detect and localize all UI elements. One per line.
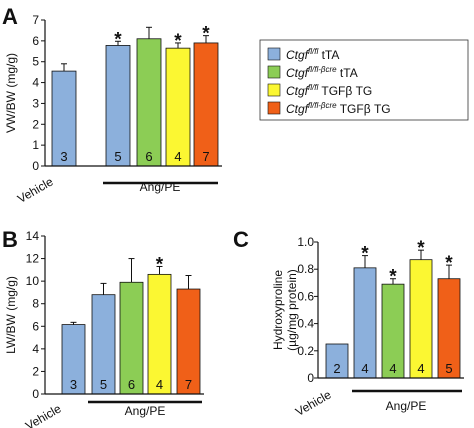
n-label: 7 xyxy=(185,377,192,392)
panel-label-b: B xyxy=(2,227,18,252)
n-label: 3 xyxy=(70,377,77,392)
y-tick-label: 0.6 xyxy=(297,289,314,303)
significance-star: * xyxy=(445,253,453,274)
vehicle-label: Vehicle xyxy=(293,387,334,419)
y-tick-label: 7 xyxy=(32,13,39,27)
y-tick-label: 6 xyxy=(32,319,39,333)
significance-star: * xyxy=(361,244,369,265)
panel-label-c: C xyxy=(233,227,249,252)
group-label: Ang/PE xyxy=(140,180,181,194)
n-label: 4 xyxy=(389,361,396,376)
y-tick-label: 12 xyxy=(26,252,40,266)
y-tick-label: 4 xyxy=(32,342,39,356)
panel-label-a: A xyxy=(2,4,18,29)
panel-c: 2 4 * 4 * 4 * 5 * 0 0.2 0.4 0.6 0.8 1.0 Hydroxyproline(… xyxy=(271,235,464,419)
legend-label: Ctgffl/fl tTA xyxy=(286,47,339,62)
n-label: 4 xyxy=(361,361,368,376)
y-tick-label: 3 xyxy=(32,96,39,110)
y-tick-label: 14 xyxy=(26,229,40,243)
significance-star: * xyxy=(202,24,210,45)
significance-star: * xyxy=(156,254,164,275)
n-label: 7 xyxy=(202,149,209,164)
n-label: 5 xyxy=(445,361,452,376)
group-label: Ang/PE xyxy=(386,399,427,413)
y-tick-label: 6 xyxy=(32,34,39,48)
bar xyxy=(105,45,131,167)
y-tick-label: 1.0 xyxy=(297,235,314,249)
bar xyxy=(51,70,77,167)
legend-label: Ctgffl/fl-βcre TGFβ TG xyxy=(286,101,391,116)
bar xyxy=(136,38,162,167)
legend-label: Ctgffl/fl TGFβ TG xyxy=(286,83,372,98)
n-label: 3 xyxy=(60,149,67,164)
y-axis-label-units: (µg/mg protein) xyxy=(285,269,299,351)
y-tick-label: 0 xyxy=(307,371,314,385)
y-tick-label: 4 xyxy=(32,76,39,90)
significance-star: * xyxy=(114,29,122,50)
n-label: 4 xyxy=(156,377,163,392)
significance-star: * xyxy=(417,238,425,259)
group-label: Ang/PE xyxy=(125,404,166,418)
y-tick-label: 0.2 xyxy=(297,344,314,358)
n-label: 4 xyxy=(174,149,181,164)
y-axis-label: VW/BW (mg/g) xyxy=(4,53,18,133)
legend-swatch xyxy=(267,83,281,97)
n-label: 2 xyxy=(333,361,340,376)
y-tick-label: 2 xyxy=(32,364,39,378)
y-tick-label: 0 xyxy=(32,387,39,401)
panel-b: 3 5 6 4 * 7 0 2 4 6 8 10 12 14 LW/BW (mg/g) Vehicle Ang/… xyxy=(4,229,204,428)
legend-label: Ctgffl/fl-βcre tTA xyxy=(286,65,358,80)
n-label: 4 xyxy=(417,361,424,376)
legend-swatch xyxy=(267,101,281,115)
significance-star: * xyxy=(174,31,182,52)
legend-box xyxy=(259,39,469,121)
y-axis-label: LW/BW (mg/g) xyxy=(4,276,18,354)
bar xyxy=(193,42,219,167)
legend-swatch xyxy=(267,47,281,61)
vehicle-label: Vehicle xyxy=(23,401,64,428)
panel-a: 3 5 * 6 4 * 7 * 0 1 2 3 4 5 6 7 VW/BW (mg/g) Vehicle Ang/P… xyxy=(4,13,222,206)
y-axis-label: Hydroxyproline xyxy=(271,270,285,350)
y-tick-label: 0 xyxy=(32,159,39,173)
y-tick-label: 10 xyxy=(26,274,40,288)
n-label: 6 xyxy=(145,149,152,164)
significance-star: * xyxy=(389,267,397,288)
n-label: 5 xyxy=(100,377,107,392)
y-tick-label: 5 xyxy=(32,55,39,69)
legend: Ctgffl/fl tTA Ctgffl/fl-βcre tTA Ctgffl/fl… xyxy=(259,39,469,121)
legend-swatch xyxy=(267,65,281,79)
y-tick-label: 8 xyxy=(32,297,39,311)
y-tick-label: 2 xyxy=(32,117,39,131)
vehicle-label: Vehicle xyxy=(15,174,56,206)
y-tick-label: 1 xyxy=(32,138,39,152)
y-tick-label: 0.8 xyxy=(297,262,314,276)
y-tick-label: 0.4 xyxy=(297,317,314,331)
n-label: 6 xyxy=(128,377,135,392)
n-label: 5 xyxy=(114,149,121,164)
